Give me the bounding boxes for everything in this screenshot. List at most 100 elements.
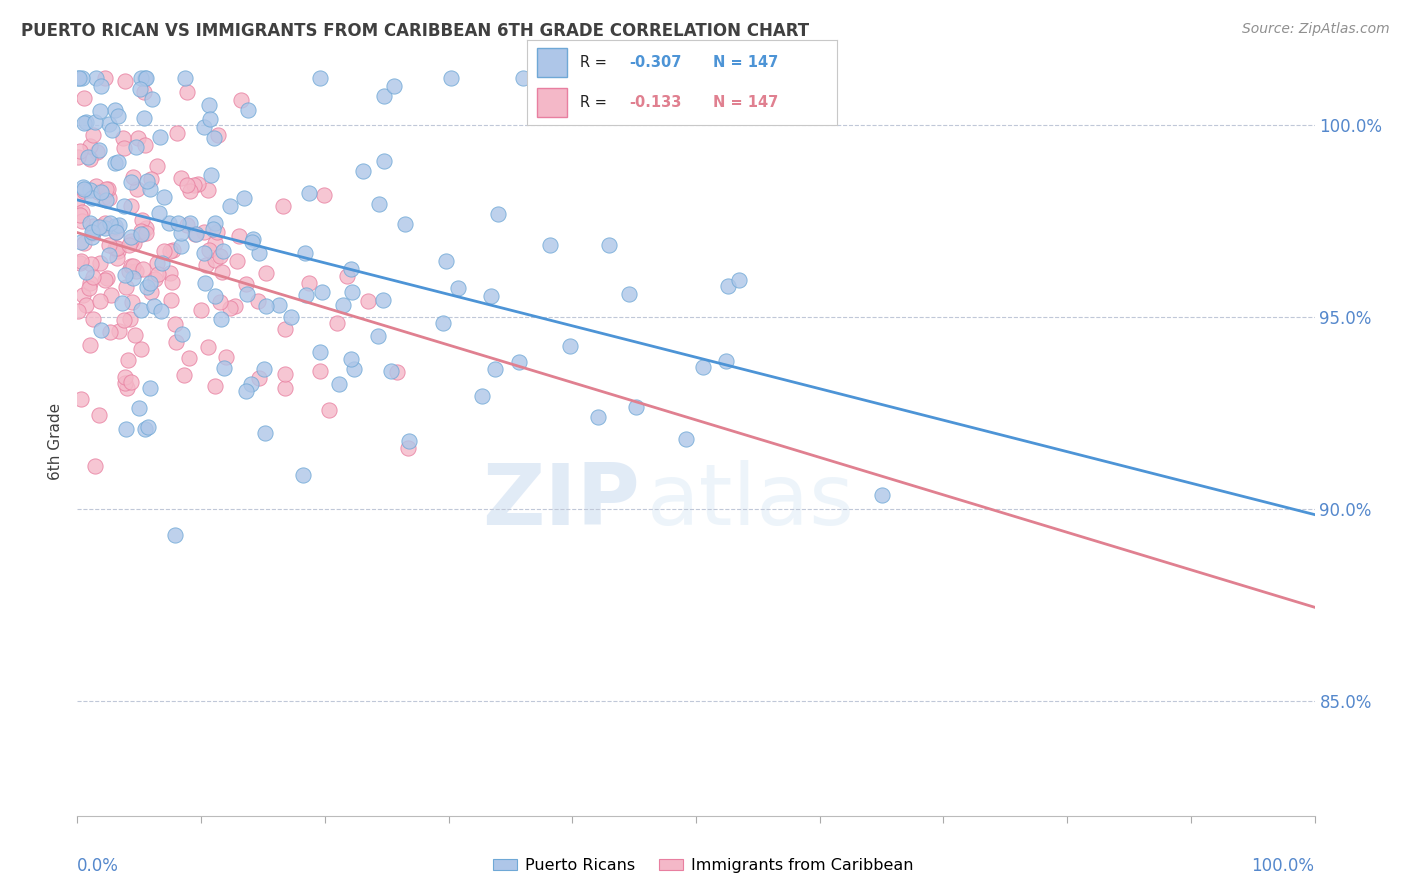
Point [193, 246, 215, 260]
Point [114, 369, 136, 384]
Point [70, 392, 93, 406]
Point [128, 82, 150, 96]
Point [82, 128, 104, 142]
Point [120, 230, 142, 244]
Point [104, 103, 127, 117]
Point [72, 214, 94, 228]
Point [135, 221, 157, 235]
Point [132, 111, 155, 125]
Point [179, 215, 201, 229]
Point [131, 227, 153, 241]
Point [190, 303, 212, 318]
Point [86, 178, 108, 193]
Point [368, 196, 391, 211]
Point [77, 281, 100, 295]
Point [79, 152, 101, 166]
Point [128, 401, 150, 416]
Point [103, 221, 125, 235]
Point [396, 442, 419, 456]
Point [70, 253, 93, 268]
Point [105, 242, 128, 256]
Text: -0.133: -0.133 [630, 95, 682, 110]
Point [274, 322, 297, 336]
Point [117, 352, 139, 367]
Point [183, 227, 205, 241]
Point [131, 224, 153, 238]
Point [343, 362, 366, 376]
Point [586, 410, 609, 425]
Point [120, 176, 142, 190]
Point [157, 216, 180, 230]
Point [280, 310, 302, 325]
Point [246, 294, 269, 309]
Point [219, 199, 242, 213]
Point [90, 78, 112, 93]
Point [69, 144, 91, 158]
Point [94, 71, 117, 86]
Point [143, 272, 166, 286]
Point [336, 269, 359, 284]
Point [129, 227, 152, 241]
Point [135, 226, 157, 240]
Point [619, 287, 641, 301]
Point [134, 71, 156, 86]
Point [512, 71, 534, 86]
Point [332, 298, 354, 312]
Point [153, 190, 176, 204]
Point [122, 169, 145, 184]
Point [204, 289, 226, 303]
Point [340, 261, 363, 276]
Point [112, 130, 135, 145]
Point [242, 232, 264, 246]
Point [186, 177, 208, 191]
Point [308, 364, 330, 378]
Point [432, 316, 454, 330]
Point [122, 271, 145, 285]
Text: atlas: atlas [647, 460, 855, 543]
Point [107, 155, 129, 169]
Point [89, 409, 111, 423]
Point [508, 355, 530, 369]
Point [125, 264, 148, 278]
FancyBboxPatch shape [537, 48, 568, 78]
Point [131, 71, 153, 86]
Point [104, 225, 127, 239]
Point [82, 312, 104, 326]
Point [134, 85, 156, 99]
Point [165, 335, 187, 350]
Point [72, 184, 94, 198]
Point [194, 276, 217, 290]
Point [80, 256, 103, 270]
Point [93, 190, 115, 204]
Text: N = 147: N = 147 [713, 54, 778, 70]
Point [82, 270, 104, 285]
Point [200, 169, 222, 183]
Point [79, 183, 101, 197]
Point [94, 221, 117, 235]
Point [94, 194, 117, 208]
Point [371, 293, 394, 307]
Point [117, 381, 139, 395]
Point [311, 285, 333, 300]
Point [139, 381, 162, 395]
Point [112, 312, 135, 326]
Point [98, 238, 121, 252]
Point [291, 467, 314, 482]
Point [174, 71, 197, 86]
Point [235, 384, 257, 398]
Point [97, 118, 120, 132]
Text: R =: R = [579, 54, 612, 70]
Point [79, 338, 101, 352]
Point [254, 425, 277, 440]
Point [80, 229, 103, 244]
Point [112, 199, 135, 213]
Point [312, 187, 335, 202]
Point [212, 360, 235, 375]
Point [169, 170, 191, 185]
Point [139, 276, 162, 290]
Point [228, 229, 250, 244]
Point [103, 156, 125, 170]
Point [162, 243, 184, 257]
Point [215, 351, 238, 365]
Point [254, 299, 277, 313]
